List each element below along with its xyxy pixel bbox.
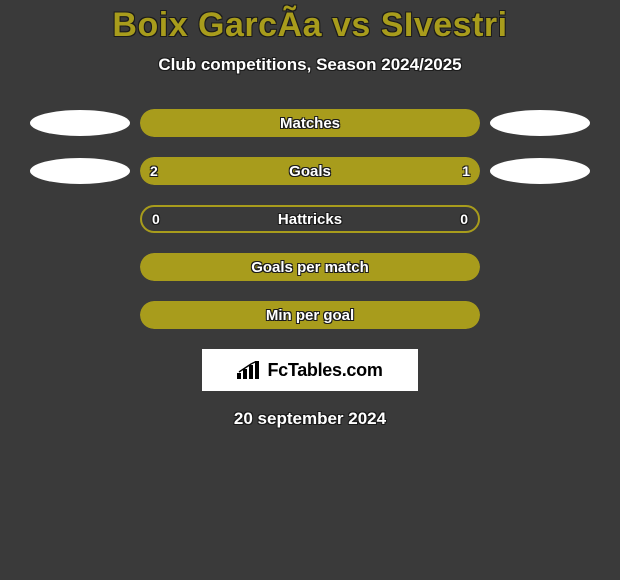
player-ellipse-left [30, 110, 130, 136]
stat-row: Min per goal [0, 301, 620, 329]
date-label: 20 september 2024 [0, 409, 620, 429]
stat-value-right: 1 [462, 163, 470, 179]
stat-label: Goals per match [251, 259, 369, 276]
stat-label: Hattricks [278, 211, 342, 228]
player-ellipse-right [490, 158, 590, 184]
stat-value-left: 0 [152, 211, 160, 227]
watermark-label: FcTables.com [267, 360, 382, 381]
stat-value-right: 0 [460, 211, 468, 227]
bar-chart-icon [237, 361, 261, 379]
stat-label: Min per goal [266, 307, 354, 324]
stat-label: Goals [289, 163, 331, 180]
stat-bar: 2 Goals 1 [140, 157, 480, 185]
stat-row: Goals per match [0, 253, 620, 281]
player-ellipse-right [490, 110, 590, 136]
stat-row: 2 Goals 1 [0, 157, 620, 185]
stat-bar: Min per goal [140, 301, 480, 329]
stats-rows: Matches 2 Goals 1 0 Hattricks 0 Goals per match… [0, 109, 620, 329]
watermark: FcTables.com [202, 349, 418, 391]
stat-label: Matches [280, 115, 340, 132]
comparison-card: Boix GarcÃ­a vs SIvestri Club competitio… [0, 0, 620, 580]
stat-value-left: 2 [150, 163, 158, 179]
page-title: Boix GarcÃ­a vs SIvestri [0, 6, 620, 45]
player-ellipse-left [30, 158, 130, 184]
stat-row: 0 Hattricks 0 [0, 205, 620, 233]
stat-bar: Goals per match [140, 253, 480, 281]
subtitle: Club competitions, Season 2024/2025 [0, 55, 620, 75]
stat-bar: 0 Hattricks 0 [140, 205, 480, 233]
stat-row: Matches [0, 109, 620, 137]
stat-bar: Matches [140, 109, 480, 137]
